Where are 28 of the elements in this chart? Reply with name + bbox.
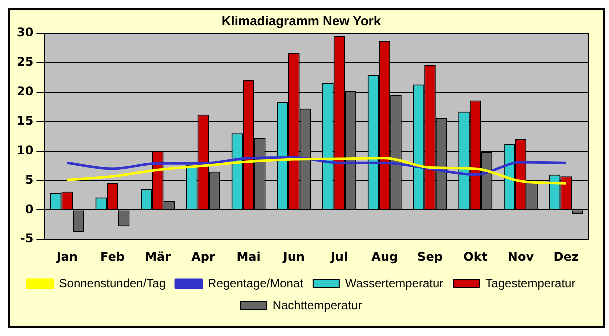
x-tick-label: Dez: [554, 250, 579, 264]
x-tick-label: Aug: [372, 250, 398, 264]
x-tick-label: Feb: [100, 250, 126, 264]
y-tick-label: 20: [16, 84, 34, 99]
x-tick-label: Okt: [464, 250, 488, 264]
legend-label: Sonnenstunden/Tag: [59, 276, 166, 290]
y-tick-label: 25: [16, 55, 34, 70]
y-tick-label: -5: [20, 232, 34, 246]
x-tick-label: Sep: [418, 250, 444, 264]
y-tick-label: 0: [25, 202, 34, 216]
line-series: [66, 156, 568, 176]
y-tick-label: 15: [16, 114, 34, 128]
x-tick-label: Mär: [145, 250, 172, 264]
legend-label: Nachttemperatur: [272, 298, 362, 312]
y-tick-label: 30: [16, 26, 34, 40]
x-tick-label: Jul: [330, 250, 348, 264]
x-tick-label: Nov: [508, 250, 534, 264]
legend-label: Wassertemperatur: [345, 276, 444, 290]
x-tick-label: Jan: [56, 250, 78, 264]
chart-title: Klimadiagramm New York: [222, 13, 382, 28]
legend-label: Tagestemperatur: [486, 276, 576, 290]
x-tick-label: Mai: [236, 250, 261, 264]
x-tick-label: Apr: [192, 250, 216, 264]
legend-label: Regentage/Monat: [208, 276, 304, 290]
line-series: [66, 157, 568, 185]
y-tick-label: 5: [25, 172, 34, 187]
y-tick-label: 10: [16, 143, 34, 158]
x-tick-label: Jun: [282, 250, 305, 264]
